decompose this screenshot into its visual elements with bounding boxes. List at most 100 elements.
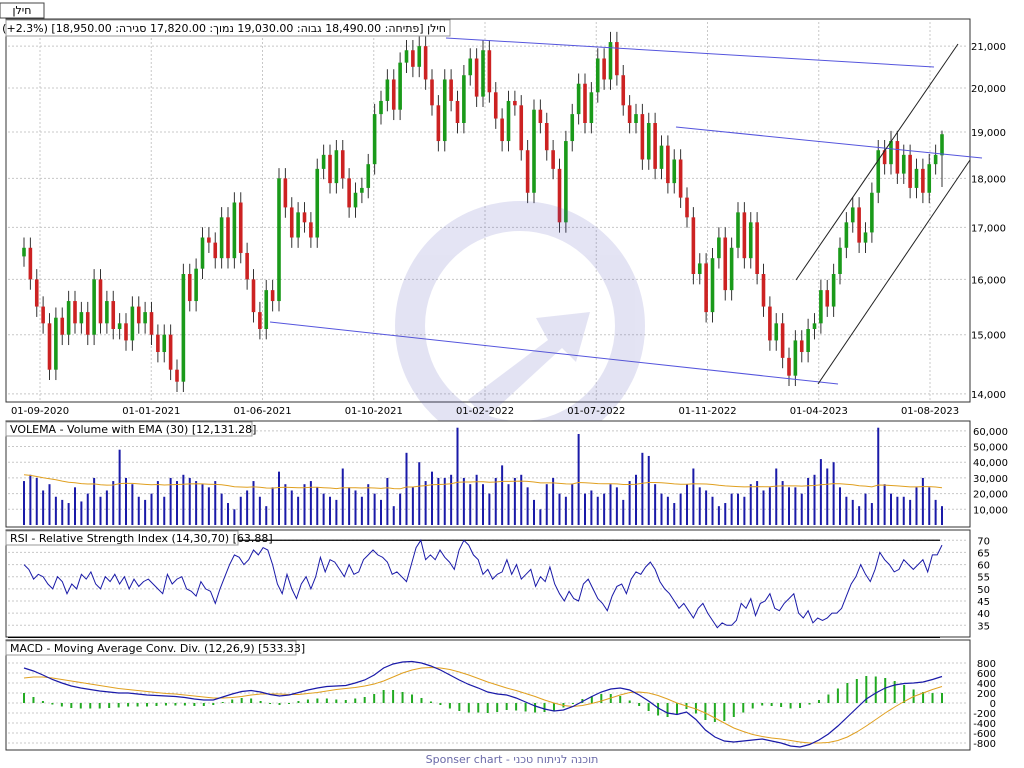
macd-histogram-bar [657,703,660,716]
y-tick-label: 30,000 [973,474,1008,485]
candle [226,207,230,269]
volume-bar [794,487,797,525]
macd-histogram-bar [411,694,414,703]
candle [921,158,925,204]
volume-bar [354,490,357,525]
candle [544,112,549,161]
volume-bar [711,496,714,525]
candle [130,296,135,351]
candle [506,90,511,152]
rsi-line [23,539,943,629]
candle [277,168,281,312]
macd-histogram-bar [467,703,470,713]
volume-bar [386,477,389,525]
volume-bar [737,493,739,525]
macd-histogram-bar [751,703,754,709]
volume-bar [42,490,45,525]
x-tick-label: 01-08-2023 [901,406,959,417]
candle [213,232,218,269]
macd-histogram-bar [884,678,887,703]
candle [283,168,288,218]
volume-bar [399,493,402,525]
candle [691,207,696,285]
macd-histogram-bar [382,690,385,703]
macd-histogram-bar [865,676,868,703]
candle [385,69,390,112]
volume-bar [35,477,38,525]
volume-bar [265,506,268,525]
y-tick-label: 0 [990,699,996,710]
volume-bar [877,427,880,525]
candle [245,242,249,290]
y-tick-label: 800 [977,659,996,670]
candle [462,64,466,134]
candle [168,324,173,381]
volume-bar [590,490,593,525]
volume-bar [571,484,574,525]
volume-bar [99,496,102,525]
candle [627,95,632,134]
volume-bar [807,477,810,525]
volume-bar [577,433,580,525]
price-y-axis: 14,000 15,000 16,000 17,000 18,000 19,000 20,0… [971,42,1006,401]
channel-line-upper [795,43,959,281]
volume-bar [131,484,134,525]
macd-signal-line [23,666,943,744]
macd-histogram-bar [79,703,82,709]
macd-histogram-bar [344,700,347,703]
candle [710,247,715,323]
candle [315,158,320,248]
volume-bar [762,490,765,525]
volume-bar [552,477,555,525]
volume-bar [258,496,261,525]
y-tick-label: 21,000 [971,42,1006,53]
candle [187,263,192,312]
candle [717,227,721,269]
macd-histogram-bar [51,703,54,705]
macd-histogram-bar [401,692,404,703]
volume-bar [80,501,83,525]
candle [353,182,358,218]
volume-bar [246,490,249,525]
candle [742,202,747,269]
candle [927,153,932,204]
macd-histogram-bar [164,703,167,706]
trend-line-lower [269,321,839,385]
macd-histogram-bar [817,700,820,703]
volume-bar [622,499,625,525]
candle [417,35,422,78]
candle [340,139,345,189]
macd-histogram-bar [808,703,811,705]
candle [532,99,536,204]
candle [914,158,919,199]
macd-histogram-bar [799,703,802,708]
candle [793,330,798,387]
candle [487,40,492,103]
trend-line-upper [445,37,935,68]
y-tick-label: 40 [977,609,990,620]
candle [806,318,810,363]
volume-bar [584,493,586,525]
volume-bar [61,499,64,525]
candle [391,69,396,121]
candle [634,103,638,134]
volume-bar [169,477,172,525]
price-x-axis: 01-09-2020 01-01-2021 01-06-2021 01-10-2021… [11,406,959,417]
candle [774,313,779,351]
candle [111,290,116,340]
candle [666,135,670,194]
volume-bar [214,481,217,525]
candle [404,40,409,74]
macd-histogram-bar [193,703,196,706]
volume-bar [125,477,127,525]
volume-bar [749,484,752,525]
volume-bar [654,484,657,525]
y-tick-label: 200 [977,689,996,700]
candle [162,324,167,363]
rsi-pane-title: RSI - Relative Strength Index (14,30,70)… [10,532,273,545]
volume-bar [596,496,599,525]
volume-bar [188,477,191,525]
macd-histogram-bar [874,676,877,703]
window-tab[interactable]: חילן [0,2,45,19]
volume-bar [239,496,242,525]
